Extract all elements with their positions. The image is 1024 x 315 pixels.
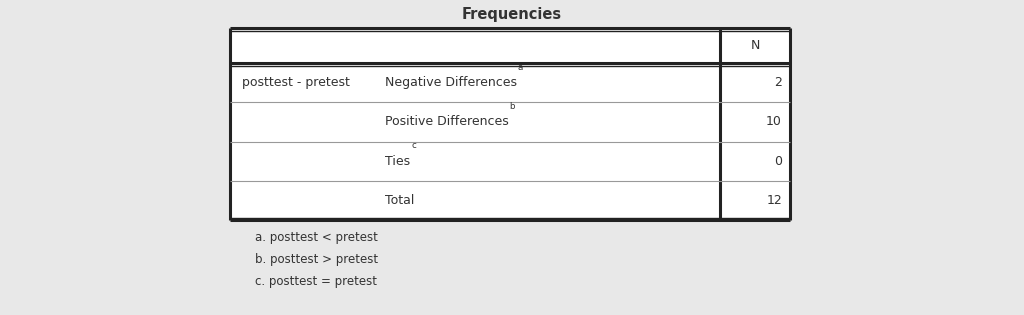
Text: Negative Differences: Negative Differences: [385, 76, 517, 89]
Text: c: c: [411, 141, 416, 151]
Bar: [230, 28, 790, 220]
Text: Frequencies: Frequencies: [462, 7, 562, 21]
Text: a. posttest < pretest: a. posttest < pretest: [255, 232, 378, 244]
Text: 12: 12: [766, 194, 782, 207]
Text: posttest - pretest: posttest - pretest: [242, 76, 350, 89]
Text: 10: 10: [766, 115, 782, 129]
Text: b: b: [510, 102, 515, 111]
Text: c. posttest = pretest: c. posttest = pretest: [255, 276, 377, 289]
Text: 0: 0: [774, 155, 782, 168]
Text: a: a: [518, 63, 523, 72]
Text: b. posttest > pretest: b. posttest > pretest: [255, 254, 378, 266]
Text: Ties: Ties: [385, 155, 411, 168]
Text: 2: 2: [774, 76, 782, 89]
Text: Positive Differences: Positive Differences: [385, 115, 509, 129]
Text: Total: Total: [385, 194, 415, 207]
Text: N: N: [751, 39, 760, 52]
